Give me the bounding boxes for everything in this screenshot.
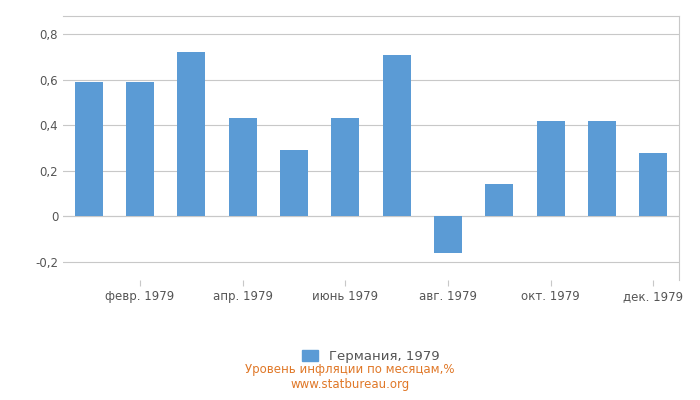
Text: www.statbureau.org: www.statbureau.org	[290, 378, 410, 391]
Bar	[74, 82, 103, 216]
Bar	[331, 118, 360, 216]
Bar	[639, 152, 667, 216]
Bar	[382, 55, 411, 216]
Text: Уровень инфляции по месяцам,%: Уровень инфляции по месяцам,%	[245, 364, 455, 376]
Bar	[126, 82, 154, 216]
Bar	[485, 184, 513, 216]
Legend: Германия, 1979: Германия, 1979	[298, 345, 444, 368]
Bar	[177, 52, 206, 216]
Bar	[228, 118, 257, 216]
Bar	[280, 150, 308, 216]
Bar	[434, 216, 462, 253]
Bar	[588, 121, 616, 216]
Bar	[536, 121, 565, 216]
